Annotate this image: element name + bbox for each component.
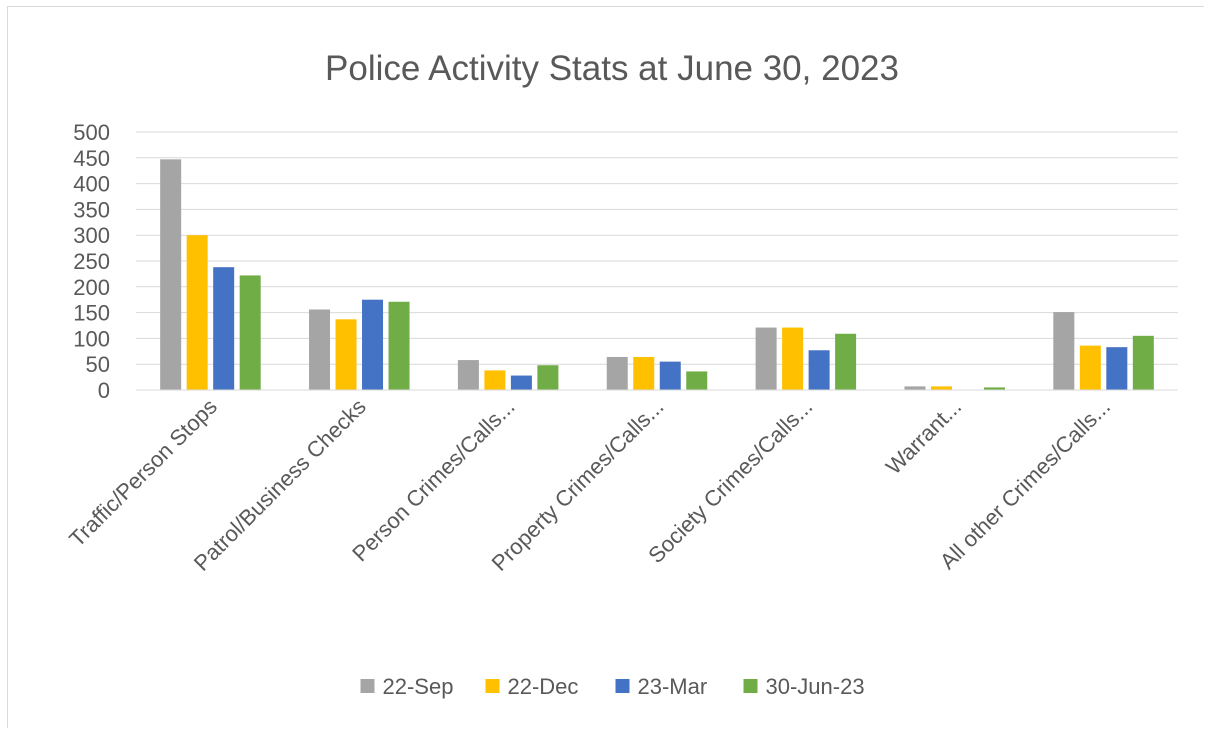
legend-label: 30-Jun-23	[766, 674, 865, 699]
y-tick-label: 250	[73, 249, 110, 274]
legend-label: 22-Dec	[508, 674, 579, 699]
bar	[782, 327, 804, 390]
x-tick-label: All other Crimes/Calls...	[935, 394, 1115, 574]
bar	[335, 319, 357, 390]
y-tick-label: 200	[73, 275, 110, 300]
bar	[239, 275, 261, 390]
y-tick-label: 150	[73, 301, 110, 326]
bar	[388, 301, 410, 390]
y-tick-label: 450	[73, 146, 110, 171]
bar	[213, 267, 235, 390]
bar	[457, 360, 479, 390]
bar	[930, 386, 952, 390]
bar	[1079, 345, 1101, 390]
bar	[1106, 347, 1128, 390]
y-tick-label: 100	[73, 326, 110, 351]
y-tick-label: 400	[73, 172, 110, 197]
x-tick-label: Society Crimes/Calls...	[643, 394, 817, 568]
bar	[1132, 335, 1154, 390]
bar	[835, 333, 857, 390]
x-tick-label: Property Crimes/Calls...	[487, 394, 669, 576]
y-tick-label: 300	[73, 223, 110, 248]
bar	[904, 386, 926, 390]
legend-swatch	[360, 679, 375, 693]
bar	[983, 387, 1005, 390]
bar	[633, 356, 655, 390]
y-tick-label: 0	[98, 378, 110, 403]
gridlines	[136, 131, 1178, 365]
legend: 22-Sep 22-Dec 23-Mar 30-Jun-23	[360, 674, 865, 699]
x-tick-label: Person Crimes/Calls...	[347, 394, 519, 566]
chart-title: Police Activity Stats at June 30, 2023	[325, 49, 899, 88]
bar	[606, 356, 628, 390]
bar	[309, 309, 331, 390]
x-tick-label: Traffic/Person Stops	[64, 394, 222, 552]
y-tick-label: 50	[86, 352, 110, 377]
legend-swatch	[615, 679, 630, 693]
bar	[659, 361, 681, 390]
legend-swatch	[485, 679, 500, 693]
bar	[484, 370, 506, 390]
bar	[755, 327, 777, 390]
legend-label: 23-Mar	[638, 674, 708, 699]
legend-swatch	[743, 679, 758, 693]
bar	[686, 371, 708, 390]
y-tick-label: 350	[73, 197, 110, 222]
legend-label: 22-Sep	[383, 674, 454, 699]
bar	[510, 375, 532, 390]
bar	[537, 365, 559, 390]
bar	[362, 299, 384, 390]
bar	[186, 235, 208, 390]
bar	[808, 350, 830, 390]
x-tick-label: Patrol/Business Checks	[189, 394, 371, 576]
x-tick-label: Warrant...	[881, 394, 966, 479]
bar	[160, 159, 182, 390]
bar	[1053, 312, 1075, 390]
bars	[160, 159, 1154, 390]
chart-frame	[7, 6, 1204, 728]
y-tick-label: 500	[73, 120, 110, 145]
